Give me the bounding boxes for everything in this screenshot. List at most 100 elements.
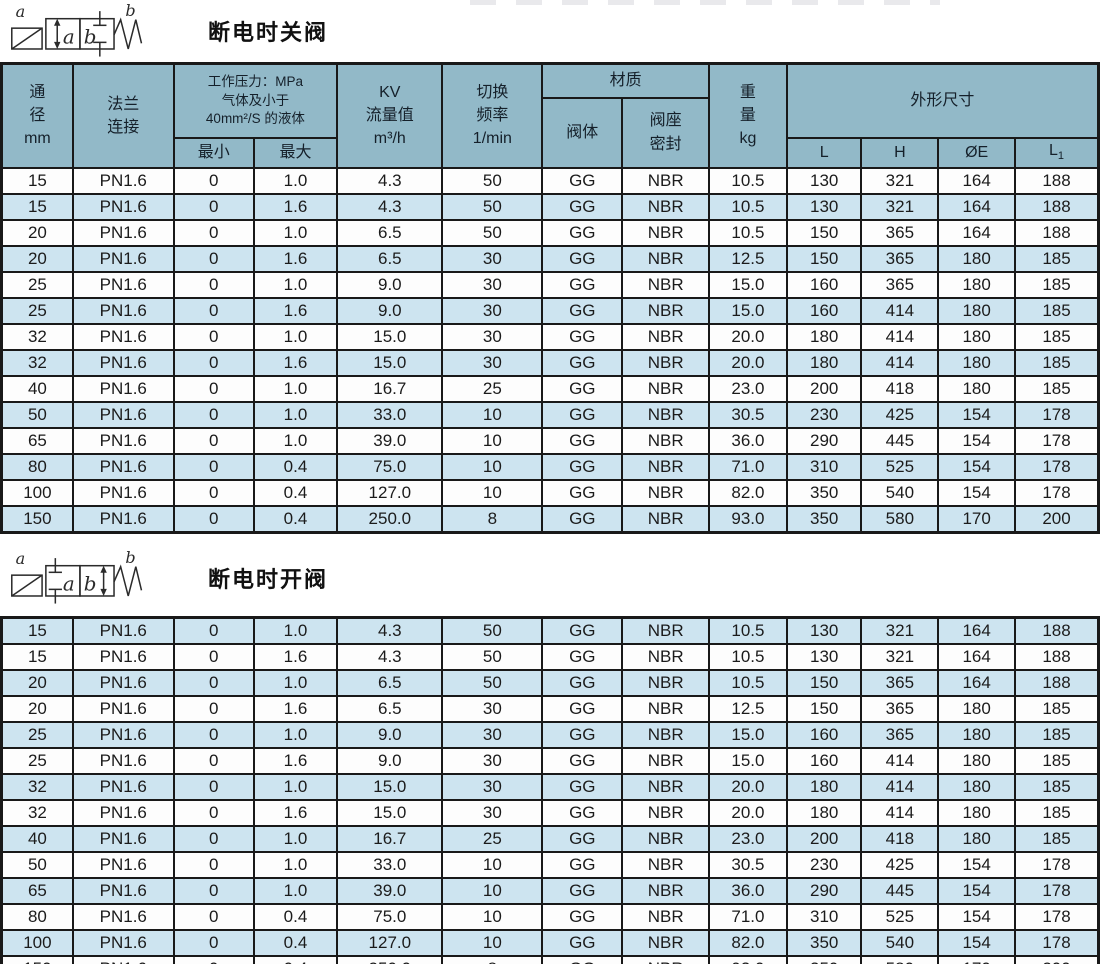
cell-diameter: 32 [0, 348, 74, 377]
cell-frequency: 30 [441, 348, 544, 377]
cell-kv: 75.0 [336, 902, 444, 931]
cell-dim-H: 365 [860, 694, 940, 723]
cell-weight: 23.0 [708, 824, 788, 853]
cell-dim-L: 150 [785, 244, 863, 273]
cell-pressure-min: 0 [172, 642, 255, 671]
cell-weight: 12.5 [708, 694, 788, 723]
cell-dim-L1: 185 [1014, 322, 1100, 351]
cell-dim-L: 150 [785, 218, 863, 247]
col-header-frequency: 切换 频率 1/min [441, 62, 544, 169]
svg-text:b: b [125, 3, 135, 20]
cell-seat-seal: NBR [621, 824, 710, 853]
cell-dim-OE: 154 [937, 876, 1017, 905]
cell-pressure-max: 1.0 [252, 270, 339, 299]
cell-flange: PN1.6 [71, 928, 175, 957]
cell-diameter: 65 [0, 876, 74, 905]
section-title-open-valve: 断电时开阀 [208, 566, 329, 592]
col-header-valve-body: 阀体 [541, 96, 624, 169]
cell-flange: PN1.6 [71, 746, 175, 775]
cell-dim-H: 414 [860, 798, 940, 827]
cell-pressure-min: 0 [172, 218, 255, 247]
cell-diameter: 32 [0, 772, 74, 801]
table-row: 80 PN1.6 0 0.4 75.0 10 GG NBR 71.0 310 5… [0, 452, 1100, 481]
cell-dim-OE: 180 [937, 798, 1017, 827]
cell-diameter: 32 [0, 322, 74, 351]
cell-dim-L1: 188 [1014, 192, 1100, 221]
cell-pressure-min: 0 [172, 668, 255, 697]
cell-frequency: 50 [441, 218, 544, 247]
table-row: 32 PN1.6 0 1.0 15.0 30 GG NBR 20.0 180 4… [0, 322, 1100, 351]
col-header-material-group: 材质 [541, 62, 710, 99]
cell-dim-L: 160 [785, 270, 863, 299]
cell-valve-body: GG [541, 850, 624, 879]
cell-kv: 16.7 [336, 374, 444, 403]
cell-seat-seal: NBR [621, 720, 710, 749]
cell-dim-L1: 178 [1014, 876, 1100, 905]
cell-valve-body: GG [541, 772, 624, 801]
cell-diameter: 32 [0, 798, 74, 827]
cell-valve-body: GG [541, 452, 624, 481]
spec-table-body-open: 15 PN1.6 0 1.0 4.3 50 GG NBR 10.5 130 32… [0, 616, 1100, 964]
cell-dim-L: 130 [785, 616, 863, 645]
cell-dim-L: 350 [785, 954, 863, 964]
cell-dim-OE: 180 [937, 694, 1017, 723]
cell-diameter: 100 [0, 478, 74, 507]
cell-dim-H: 414 [860, 348, 940, 377]
cell-dim-L1: 185 [1014, 798, 1100, 827]
cell-pressure-max: 1.0 [252, 668, 339, 697]
cell-dim-L1: 185 [1014, 296, 1100, 325]
cell-diameter: 150 [0, 504, 74, 533]
cell-dim-OE: 164 [937, 616, 1017, 645]
cell-dim-H: 365 [860, 218, 940, 247]
cell-valve-body: GG [541, 954, 624, 964]
cell-valve-body: GG [541, 478, 624, 507]
cell-kv: 39.0 [336, 876, 444, 905]
cell-dim-H: 540 [860, 478, 940, 507]
cell-valve-body: GG [541, 322, 624, 351]
cell-seat-seal: NBR [621, 798, 710, 827]
cell-valve-body: GG [541, 902, 624, 931]
col-header-pressure-max: 最大 [252, 136, 339, 169]
cell-dim-L1: 185 [1014, 374, 1100, 403]
cell-weight: 12.5 [708, 244, 788, 273]
cell-dim-H: 540 [860, 928, 940, 957]
cell-seat-seal: NBR [621, 504, 710, 533]
cell-frequency: 30 [441, 720, 544, 749]
cell-dim-OE: 180 [937, 322, 1017, 351]
cell-diameter: 100 [0, 928, 74, 957]
cell-kv: 4.3 [336, 166, 444, 195]
cell-pressure-min: 0 [172, 374, 255, 403]
cell-pressure-max: 1.0 [252, 322, 339, 351]
cell-frequency: 10 [441, 478, 544, 507]
table-row: 15 PN1.6 0 1.0 4.3 50 GG NBR 10.5 130 32… [0, 616, 1100, 645]
table-row: 100 PN1.6 0 0.4 127.0 10 GG NBR 82.0 350… [0, 478, 1100, 507]
col-header-L1: L1 [1014, 136, 1100, 169]
cell-dim-L: 130 [785, 642, 863, 671]
cell-kv: 33.0 [336, 850, 444, 879]
col-header-diameter: 通 径 mm [0, 62, 74, 169]
cell-valve-body: GG [541, 400, 624, 429]
cell-seat-seal: NBR [621, 192, 710, 221]
cell-pressure-max: 1.6 [252, 296, 339, 325]
cell-valve-body: GG [541, 668, 624, 697]
cell-dim-L1: 185 [1014, 270, 1100, 299]
cell-dim-OE: 180 [937, 244, 1017, 273]
cell-dim-H: 525 [860, 902, 940, 931]
col-header-L: L [785, 136, 863, 169]
cell-seat-seal: NBR [621, 374, 710, 403]
cell-diameter: 20 [0, 694, 74, 723]
cell-flange: PN1.6 [71, 798, 175, 827]
cell-dim-L: 150 [785, 668, 863, 697]
cell-dim-L: 150 [785, 694, 863, 723]
table-row: 65 PN1.6 0 1.0 39.0 10 GG NBR 36.0 290 4… [0, 876, 1100, 905]
cell-frequency: 8 [441, 954, 544, 964]
cell-weight: 10.5 [708, 166, 788, 195]
cell-dim-OE: 154 [937, 478, 1017, 507]
section-header-close-valve: a b a b 断电时关阀 [0, 0, 1100, 62]
cell-dim-OE: 180 [937, 824, 1017, 853]
svg-text:a: a [16, 550, 26, 568]
cell-diameter: 15 [0, 616, 74, 645]
cell-frequency: 30 [441, 270, 544, 299]
cell-pressure-max: 0.4 [252, 452, 339, 481]
cell-flange: PN1.6 [71, 850, 175, 879]
